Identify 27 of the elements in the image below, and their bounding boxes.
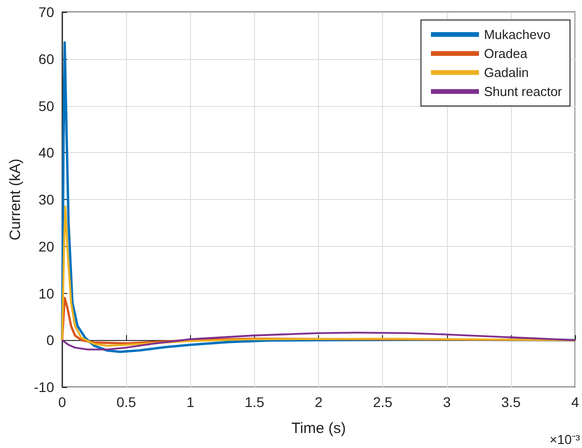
x-tick-label: 4 (571, 394, 580, 410)
line-series (60, 41, 576, 354)
line-series (61, 332, 576, 350)
x-tick-label: 2 (314, 394, 323, 410)
legend-label: Mukachevo (484, 27, 550, 42)
y-tick-label: -10 (34, 379, 54, 395)
x-tick-label: 3.5 (501, 394, 521, 410)
x-tick-label: 3 (442, 394, 451, 410)
x-tick-label: 1.5 (244, 394, 264, 410)
x-axis-title: Time (s) (291, 420, 346, 437)
legend-label: Oradea (484, 46, 528, 61)
y-tick-label: 30 (38, 192, 54, 208)
legend-label: Gadalin (484, 65, 529, 80)
x-tick-label: 1 (186, 394, 194, 410)
y-axis-title: Current (kA) (7, 158, 24, 240)
x-tick-label: 0.5 (116, 394, 136, 410)
legend-label: Shunt reactor (484, 84, 563, 99)
y-tick-label: 50 (38, 98, 54, 114)
y-tick-label: 0 (46, 332, 54, 348)
y-tick-label: 70 (38, 4, 54, 20)
y-tick-label: 40 (38, 144, 54, 161)
text: ×10⁻³ (550, 432, 581, 447)
x-tick-label: 0 (58, 394, 66, 410)
y-tick-label: 60 (38, 50, 54, 67)
x-tick-label: 2.5 (373, 394, 393, 410)
y-tick-label: 10 (38, 285, 54, 302)
y-tick-label: 20 (38, 238, 54, 254)
